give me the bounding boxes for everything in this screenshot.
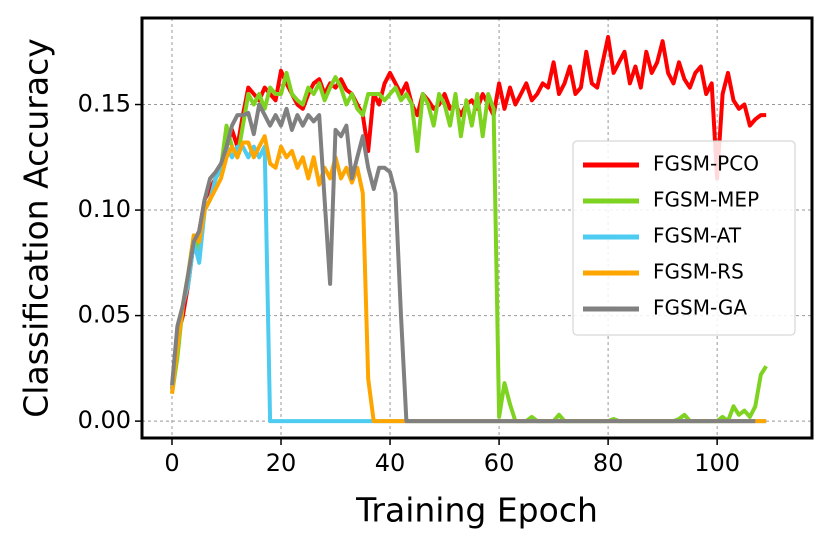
legend-label: FGSM-AT <box>653 224 742 248</box>
y-axis-label: Classification Accuracy <box>17 38 56 418</box>
y-tick-label: 0.05 <box>78 301 131 329</box>
x-tick-label: 0 <box>164 449 179 477</box>
line-series <box>170 102 756 424</box>
line-series <box>170 35 767 390</box>
x-tick-label: 40 <box>375 449 406 477</box>
y-tick-label: 0.00 <box>78 406 131 434</box>
y-tick-label: 0.10 <box>78 195 131 223</box>
legend-label: FGSM-RS <box>653 260 744 284</box>
plot-frame <box>140 16 814 440</box>
legend-box <box>572 140 796 336</box>
legend-label: FGSM-PCO <box>653 152 759 176</box>
x-tick-label: 80 <box>593 449 624 477</box>
legend: FGSM-PCO FGSM-MEP FGSM-AT FGSM-RS FGSM-GA <box>572 140 796 336</box>
x-tick-label: 20 <box>266 449 297 477</box>
legend-label: FGSM-GA <box>653 296 747 320</box>
x-axis-label: Training Epoch <box>355 491 598 530</box>
legend-label: FGSM-MEP <box>653 188 759 212</box>
y-tick-label: 0.15 <box>78 90 131 118</box>
x-tick-label: 60 <box>484 449 515 477</box>
x-tick-label: 100 <box>694 449 740 477</box>
